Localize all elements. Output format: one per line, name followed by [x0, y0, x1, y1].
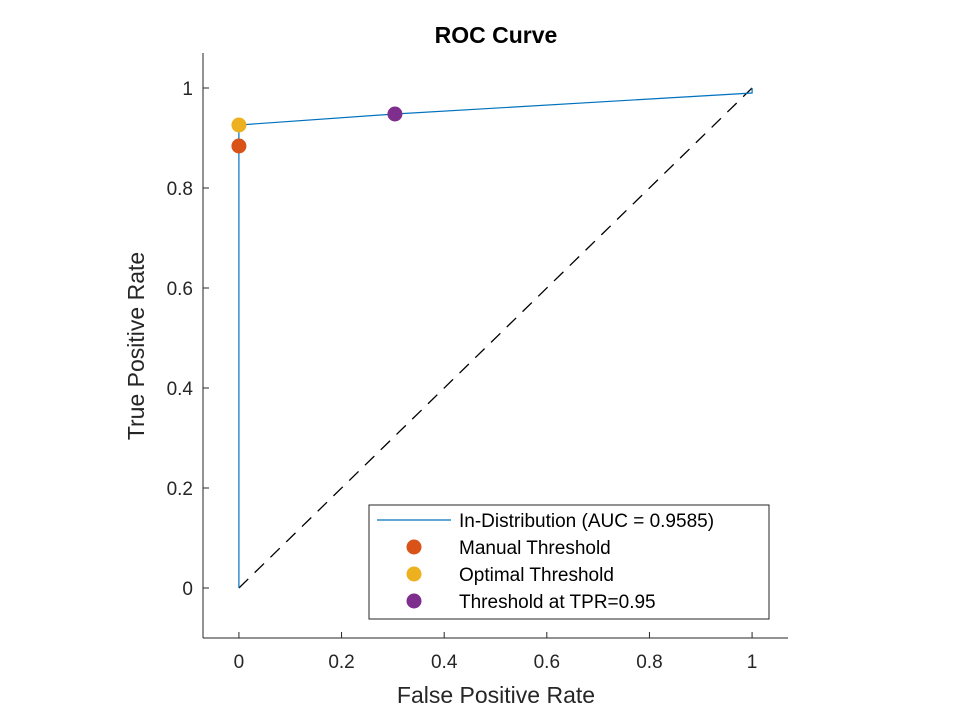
x-tick-label: 0.4: [431, 652, 458, 673]
legend-entry-label: Manual Threshold: [459, 538, 611, 559]
marker-manual-threshold: [231, 138, 247, 154]
y-tick-label: 1: [182, 79, 193, 100]
legend-entry-label: Threshold at TPR=0.95: [459, 592, 656, 613]
chart-title: ROC Curve: [435, 22, 558, 48]
plot-area: [231, 87, 753, 589]
x-tick-label: 0.2: [328, 652, 354, 673]
y-tick-label: 0.6: [167, 279, 193, 300]
axes: 0 0.2 0.4 0.6 0.8 1 0 0.2 0.4 0.6 0.8 1: [167, 53, 788, 673]
legend-marker-swatch: [406, 566, 422, 582]
marker-optimal-threshold: [231, 117, 247, 133]
legend-marker-swatch: [406, 593, 422, 609]
x-tick-label: 0.8: [636, 652, 662, 673]
x-tick-label: 0.6: [534, 652, 560, 673]
y-tick-label: 0: [182, 579, 193, 600]
y-tick-label: 0.2: [167, 479, 193, 500]
x-tick-label: 1: [747, 652, 758, 673]
x-tick-label: 0: [234, 652, 245, 673]
legend: In-Distribution (AUC = 0.9585) Manual Thr…: [368, 504, 770, 620]
y-tick-label: 0.8: [167, 179, 193, 200]
legend-marker-swatch: [406, 539, 422, 555]
y-axis-label: True Positive Rate: [123, 252, 149, 440]
marker-threshold-at-tpr-0-95: [387, 106, 403, 122]
x-axis-label: False Positive Rate: [397, 682, 595, 708]
legend-entry-label: In-Distribution (AUC = 0.9585): [459, 511, 714, 532]
reference-diagonal-line: [238, 87, 753, 589]
y-tick-label: 0.4: [167, 379, 194, 400]
legend-box: [368, 504, 770, 620]
legend-entry-label: Optimal Threshold: [459, 565, 614, 586]
